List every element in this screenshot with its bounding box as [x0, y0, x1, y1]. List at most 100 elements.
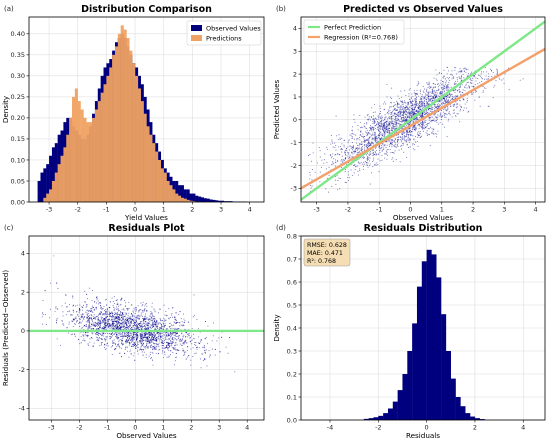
scatter-point — [423, 102, 425, 104]
scatter-point — [121, 338, 123, 340]
scatter-point — [144, 303, 147, 305]
scatter-point — [340, 160, 342, 162]
scatter-point — [127, 340, 130, 342]
scatter-point — [378, 128, 380, 130]
scatter-point — [101, 308, 103, 310]
scatter-point — [369, 133, 371, 135]
scatter-point — [467, 73, 470, 75]
scatter-point — [132, 316, 134, 318]
scatter-point — [405, 119, 407, 121]
scatter-point — [130, 339, 132, 341]
scatter-point — [412, 103, 414, 106]
scatter-point — [372, 127, 374, 129]
scatter-point — [440, 79, 442, 81]
scatter-point — [145, 354, 147, 356]
scatter-point — [114, 343, 117, 345]
scatter-point — [126, 340, 128, 342]
scatter-point — [393, 101, 395, 104]
scatter-point — [144, 323, 146, 325]
scatter-point — [311, 160, 313, 162]
x-tick-label: 2 — [189, 424, 193, 432]
scatter-point — [407, 113, 409, 115]
scatter-point — [151, 351, 153, 353]
scatter-point — [416, 117, 418, 119]
scatter-point — [380, 148, 382, 150]
scatter-point — [374, 153, 376, 156]
scatter-point — [171, 313, 173, 315]
scatter-point — [173, 333, 175, 335]
scatter-point — [138, 349, 140, 351]
scatter-point — [417, 134, 419, 136]
scatter-point — [392, 109, 394, 111]
scatter-point — [136, 342, 139, 344]
scatter-point — [312, 142, 314, 144]
scatter-point — [128, 323, 130, 325]
scatter-point — [116, 308, 118, 310]
scatter-point — [191, 343, 193, 345]
scatter-point — [383, 103, 385, 105]
scatter-point — [64, 302, 66, 304]
scatter-point — [90, 326, 92, 328]
scatter-point — [70, 334, 72, 336]
scatter-point — [97, 303, 100, 305]
scatter-point — [97, 317, 99, 319]
scatter-point — [108, 310, 110, 312]
scatter-point — [396, 144, 398, 146]
scatter-point — [354, 148, 356, 150]
scatter-point — [144, 339, 146, 341]
scatter-point — [92, 323, 94, 325]
scatter-point — [406, 132, 409, 134]
scatter-point — [111, 335, 114, 337]
scatter-point — [413, 92, 416, 94]
scatter-point — [416, 93, 418, 95]
scatter-point — [150, 327, 152, 329]
histogram-bar — [178, 195, 182, 202]
scatter-point — [383, 126, 385, 128]
scatter-point — [152, 338, 154, 340]
scatter-point — [114, 311, 116, 313]
scatter-point — [193, 294, 195, 296]
scatter-point — [378, 133, 380, 135]
scatter-point — [86, 334, 88, 336]
scatter-point — [140, 346, 142, 348]
scatter-point — [117, 313, 119, 315]
scatter-point — [135, 336, 137, 338]
scatter-point — [359, 143, 361, 145]
scatter-point — [415, 141, 417, 143]
scatter-point — [454, 88, 456, 90]
scatter-point — [151, 325, 153, 327]
scatter-point — [369, 125, 372, 127]
scatter-point — [136, 322, 139, 324]
scatter-point — [111, 327, 113, 329]
scatter-point — [389, 140, 391, 142]
scatter-point — [175, 332, 177, 334]
point-cloud — [41, 255, 236, 373]
scatter-point — [337, 160, 339, 162]
scatter-point — [467, 69, 469, 71]
scatter-point — [390, 121, 392, 123]
scatter-point — [429, 122, 431, 124]
scatter-point — [494, 85, 496, 87]
scatter-point — [319, 171, 321, 173]
scatter-point — [426, 125, 428, 127]
scatter-point — [424, 111, 426, 113]
scatter-point — [378, 113, 380, 115]
scatter-point — [149, 321, 151, 323]
scatter-point — [440, 118, 442, 121]
scatter-point — [434, 108, 436, 110]
scatter-point — [452, 96, 454, 98]
scatter-point — [400, 121, 402, 123]
scatter-point — [412, 143, 414, 145]
scatter-point — [384, 127, 386, 129]
scatter-point — [383, 136, 385, 138]
scatter-point — [473, 75, 475, 77]
scatter-point — [345, 154, 347, 156]
scatter-point — [431, 128, 433, 130]
scatter-point — [458, 92, 460, 94]
scatter-point — [125, 302, 127, 304]
scatter-point — [372, 130, 374, 132]
scatter-point — [188, 334, 190, 336]
scatter-point — [365, 131, 367, 133]
scatter-point — [374, 111, 376, 113]
scatter-point — [341, 137, 343, 140]
